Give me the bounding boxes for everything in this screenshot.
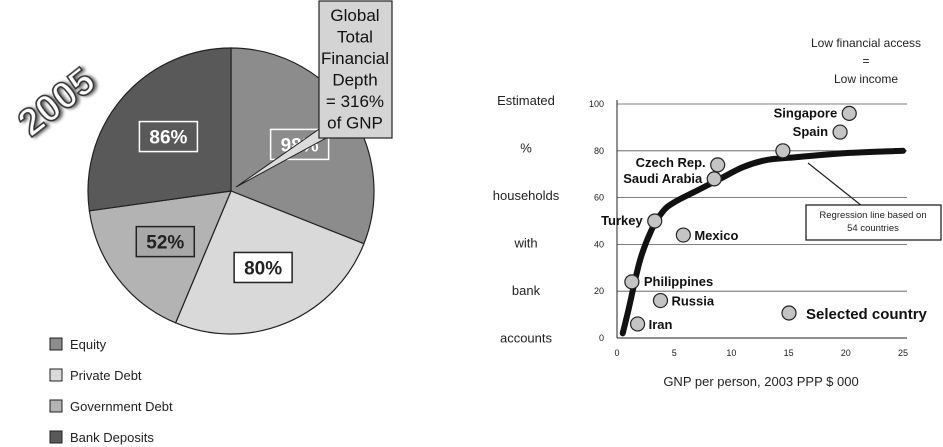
data-point	[624, 274, 640, 290]
regression-label-line: Regression line based on	[819, 210, 926, 221]
data-point	[652, 292, 669, 309]
data-point	[832, 124, 848, 140]
scatter-chart: Estimated% households with bank accounts 0 20…	[493, 36, 942, 389]
depth-callout: Global Total Financial Depth = 316% of GNP	[235, 0, 393, 188]
year-label: 2005	[11, 60, 103, 145]
legend-label: Selected country	[806, 306, 928, 323]
pie-legend: Equity Private Debt Government Debt Bank De…	[49, 337, 173, 445]
legend-label: Private Debt	[70, 368, 142, 383]
annotation-line: =	[862, 54, 869, 68]
annotation-line: Low financial access	[811, 36, 921, 50]
point-label: Spain	[793, 124, 828, 139]
legend-swatch	[49, 368, 63, 382]
data-point	[841, 105, 857, 121]
callout-box	[318, 0, 393, 139]
legend-marker	[781, 305, 797, 321]
y-title-line: accounts	[500, 331, 553, 346]
callout-line: of GNP	[327, 114, 383, 133]
legend-swatch	[49, 337, 63, 351]
callout-line: = 316%	[326, 92, 384, 111]
y-tick-label: 40	[594, 239, 604, 249]
data-point	[675, 227, 691, 243]
regression-label-box	[805, 204, 942, 241]
y-axis-title: Estimated% households with bank accounts	[493, 93, 560, 346]
legend-swatch	[49, 399, 63, 413]
y-title-line: households	[493, 188, 560, 203]
y-tick-label: 100	[589, 99, 604, 109]
regression-label-line: 54 countries	[847, 223, 899, 234]
data-point	[775, 143, 791, 159]
x-tick-label: 25	[898, 348, 908, 358]
point-label: Czech Rep.	[636, 155, 706, 170]
data-point	[647, 213, 663, 229]
callout-line: Global	[330, 6, 379, 25]
point-label: Singapore	[774, 105, 838, 120]
legend-label: Equity	[70, 337, 107, 352]
callout-line: Depth	[332, 71, 377, 90]
y-title-line: bank	[512, 283, 541, 298]
y-title-line: with	[513, 236, 537, 251]
data-point	[706, 171, 722, 187]
point-label: Turkey	[601, 213, 643, 228]
axes	[616, 100, 907, 339]
regression-label: Regression line based on 54 countries	[805, 162, 942, 241]
legend-swatch	[49, 430, 63, 444]
scatter-legend: Selected country	[781, 305, 928, 323]
point-label: Saudi Arabia	[623, 171, 703, 186]
x-tick-label: 10	[726, 348, 736, 358]
y-tick-label: 80	[594, 146, 604, 156]
annotation-low-access: Low financial access = Low income	[811, 36, 921, 86]
y-title-line: Estimated	[497, 93, 555, 108]
pie-value-label: 80%	[244, 258, 282, 279]
x-tick-label: 0	[614, 348, 619, 358]
pie-chart: 98%80%52%86%	[87, 47, 375, 335]
gridlines	[617, 103, 907, 292]
pie-label-box	[135, 225, 196, 258]
pie-value-label: 86%	[149, 128, 187, 149]
legend-label: Bank Deposits	[70, 430, 154, 445]
pie-value-label: 52%	[146, 233, 184, 254]
point-label: Mexico	[694, 228, 738, 243]
regression-curve	[619, 147, 906, 337]
point-label: Russia	[671, 294, 714, 309]
pie-label-box	[138, 120, 199, 153]
legend-label: Government Debt	[70, 399, 173, 414]
x-tick-label: 5	[672, 348, 677, 358]
x-tick-label: 20	[841, 348, 851, 358]
regression-leader-line	[807, 162, 863, 207]
annotation-line: Low income	[834, 72, 898, 86]
callout-line: Total	[337, 28, 373, 47]
y-tick-label: 60	[594, 193, 604, 203]
x-axis-title: GNP per person, 2003 PPP $ 000	[663, 374, 858, 389]
y-title-line: %	[520, 141, 532, 156]
callout-line: Financial	[321, 49, 389, 68]
y-tick-label: 0	[599, 333, 604, 343]
data-point	[710, 157, 726, 173]
data-point	[629, 316, 646, 332]
x-tick-label: 15	[784, 348, 794, 358]
y-tick-label: 20	[594, 286, 604, 296]
point-label: Iran	[649, 317, 673, 332]
pie-label-box	[233, 251, 293, 284]
point-label: Philippines	[644, 274, 713, 289]
